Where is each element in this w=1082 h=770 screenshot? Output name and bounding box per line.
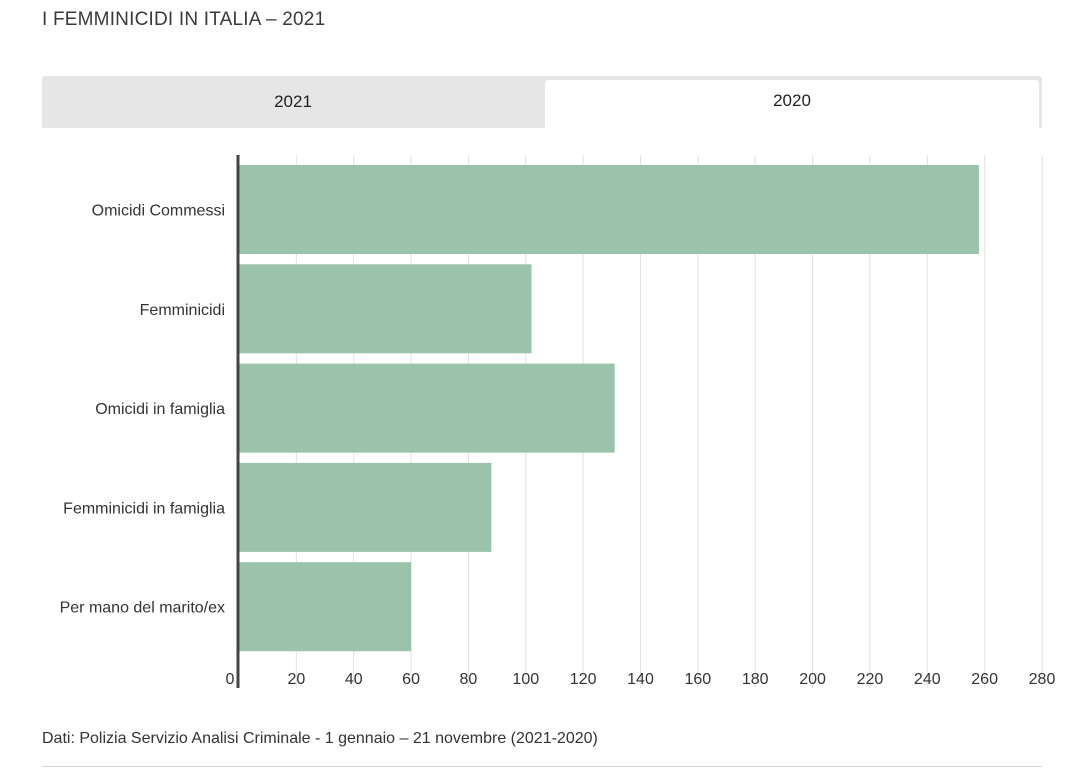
x-tick-label: 100	[512, 671, 539, 688]
x-tick-label: 140	[627, 671, 654, 688]
x-tick-label: 0	[226, 671, 235, 688]
footer-divider	[42, 766, 1042, 767]
category-label: Omicidi in famiglia	[95, 401, 225, 418]
x-tick-label: 120	[570, 671, 597, 688]
x-tick-label: 40	[345, 671, 363, 688]
tab-2021[interactable]: 2021	[274, 92, 312, 111]
bar	[239, 165, 979, 254]
x-tick-label: 240	[914, 671, 941, 688]
year-tabs: 2021 2020	[42, 76, 1042, 128]
category-label: Omicidi Commessi	[92, 203, 225, 220]
x-tick-label: 160	[685, 671, 712, 688]
bar	[239, 363, 615, 453]
bar	[239, 264, 532, 354]
category-labels: Omicidi Commessi Femminicidi Omicidi in fa…	[60, 203, 226, 617]
category-label: Per mano del marito/ex	[60, 600, 225, 617]
x-tick-label: 280	[1029, 671, 1056, 688]
bar	[239, 462, 492, 552]
bar	[239, 562, 412, 652]
x-tick-label: 260	[971, 671, 998, 688]
chart-title: I FEMMINICIDI IN ITALIA – 2021	[42, 9, 326, 30]
tab-2020[interactable]: 2020	[545, 80, 1039, 128]
x-tick-label: 200	[799, 671, 826, 688]
x-tick-label: 80	[460, 671, 478, 688]
x-tick-label: 20	[287, 671, 305, 688]
data-source-note: Dati: Polizia Servizio Analisi Criminale…	[42, 730, 598, 747]
x-tick-label: 220	[857, 671, 884, 688]
category-label: Femminicidi	[140, 302, 225, 319]
category-label: Femminicidi in famiglia	[63, 500, 225, 517]
x-tick-label: 180	[742, 671, 769, 688]
bar-chart: Omicidi Commessi Femminicidi Omicidi in fa…	[60, 155, 1056, 688]
bars	[239, 165, 979, 652]
x-tick-label: 60	[402, 671, 420, 688]
x-tick-labels: 0 20 40 60 80 100 120 140 160 180 200 220 240 260 280	[226, 671, 1056, 688]
